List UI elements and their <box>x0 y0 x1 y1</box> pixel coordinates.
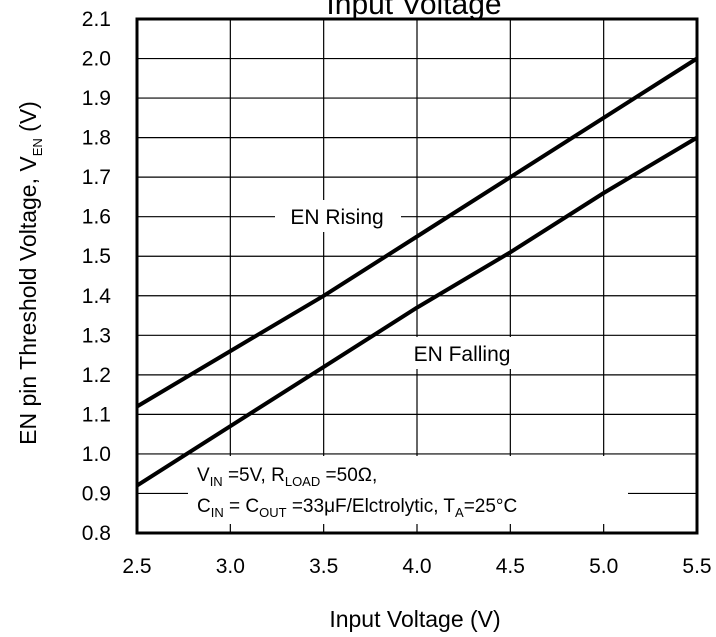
series-label-en-rising: EN Rising <box>290 206 383 229</box>
x-tick-label: 3.0 <box>216 555 245 578</box>
y-tick-label: 2.1 <box>82 8 111 31</box>
series-label-en-falling: EN Falling <box>414 343 511 366</box>
x-tick-label: 2.5 <box>122 555 151 578</box>
x-tick-label: 5.5 <box>682 555 711 578</box>
y-tick-label: 1.0 <box>82 443 111 466</box>
y-tick-label: 1.6 <box>82 206 111 229</box>
y-axis-label: EN pin Threshold Voltage, VEN (V) <box>15 101 45 445</box>
plot-frame <box>135 17 699 535</box>
label-bg-falling <box>392 337 534 369</box>
x-tick-label: 5.0 <box>589 555 618 578</box>
y-tick-label: 0.9 <box>82 482 111 505</box>
x-tick-label: 4.0 <box>402 555 431 578</box>
conditions-line-1: VIN =5V, RLOAD =50Ω, <box>197 465 377 489</box>
y-tick-label: 1.8 <box>82 127 111 150</box>
y-tick-label: 1.5 <box>82 245 111 268</box>
label-bg-rising <box>275 200 401 232</box>
chart-title: Input Voltage <box>326 0 501 21</box>
y-tick-label: 1.2 <box>82 364 111 387</box>
y-tick-label: 0.8 <box>82 522 111 545</box>
conditions-line-2: CIN = COUT =33μF/Elctrolytic, TA=25°C <box>197 496 517 520</box>
y-tick-label: 1.9 <box>82 87 111 110</box>
x-tick-labels: 2.5 3.0 3.5 4.0 4.5 5.0 5.5 <box>122 555 711 578</box>
x-tick-label: 3.5 <box>309 555 338 578</box>
grid <box>135 17 699 535</box>
series-line-en-falling <box>135 135 699 488</box>
series-line-en-rising <box>135 56 699 409</box>
y-tick-label: 1.3 <box>82 324 111 347</box>
y-tick-label: 2.0 <box>82 48 111 71</box>
conditions-bg <box>188 456 628 524</box>
y-tick-label: 1.1 <box>82 403 111 426</box>
series-group <box>135 56 699 488</box>
y-tick-labels: 0.8 0.9 1.0 1.1 1.2 1.3 1.4 1.5 1.6 1.7 1.8 1.9 2.0 2… <box>82 8 112 545</box>
y-tick-label: 1.4 <box>82 285 112 308</box>
x-axis-label: Input Voltage (V) <box>329 606 500 632</box>
y-tick-label: 1.7 <box>82 166 111 189</box>
x-tick-label: 4.5 <box>496 555 525 578</box>
